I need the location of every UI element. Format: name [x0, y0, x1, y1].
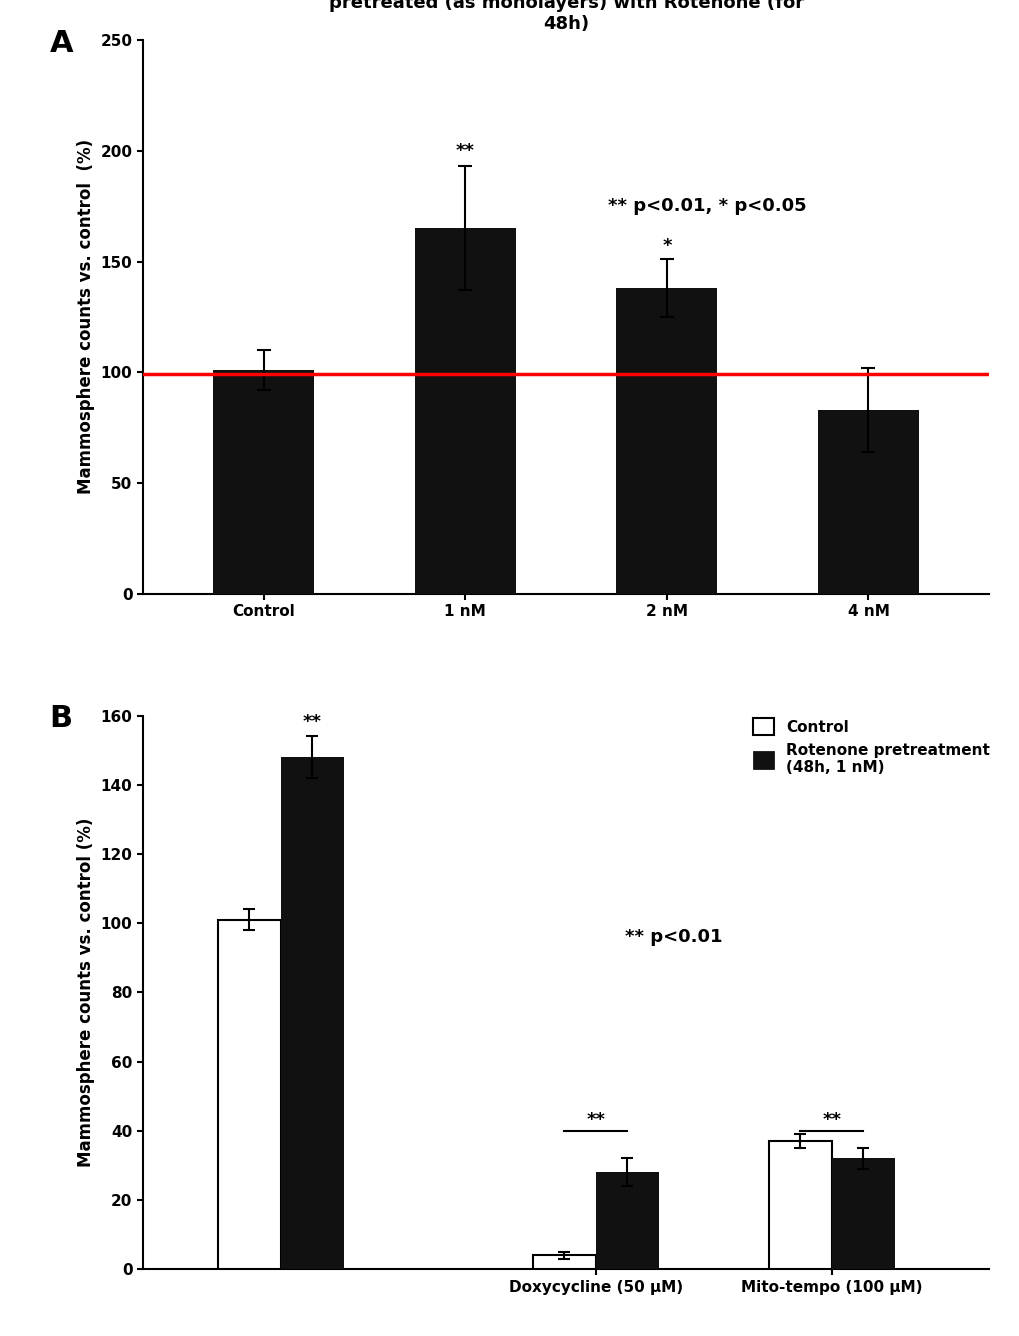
- Text: *: *: [661, 236, 671, 255]
- Bar: [832, 1158, 894, 1269]
- Text: B: B: [50, 704, 72, 733]
- Text: ** p<0.01, * p<0.05: ** p<0.01, * p<0.05: [608, 198, 806, 215]
- Text: **: **: [821, 1112, 841, 1129]
- Bar: [280, 758, 343, 1269]
- Text: **: **: [586, 1112, 604, 1129]
- Bar: [213, 370, 314, 593]
- Bar: [817, 410, 918, 593]
- Title: MCF7 mammospheres
pretreated (as monolayers) with Rotenone (for
48h): MCF7 mammospheres pretreated (as monolay…: [328, 0, 803, 33]
- Text: ** p<0.01: ** p<0.01: [625, 929, 722, 946]
- Text: **: **: [303, 713, 321, 731]
- Bar: [415, 228, 516, 593]
- Y-axis label: Mammosphere counts vs. control  (%): Mammosphere counts vs. control (%): [76, 139, 95, 494]
- Bar: [768, 1141, 832, 1269]
- Legend: Control, Rotenone pretreatment
(48h, 1 nM): Control, Rotenone pretreatment (48h, 1 n…: [746, 712, 996, 782]
- Bar: [532, 1256, 595, 1269]
- Y-axis label: Mammosphere counts vs. control (%): Mammosphere counts vs. control (%): [76, 818, 95, 1168]
- Text: A: A: [50, 29, 73, 57]
- Bar: [615, 289, 716, 593]
- Text: **: **: [455, 142, 475, 160]
- Bar: [595, 1172, 658, 1269]
- Bar: [217, 919, 280, 1269]
